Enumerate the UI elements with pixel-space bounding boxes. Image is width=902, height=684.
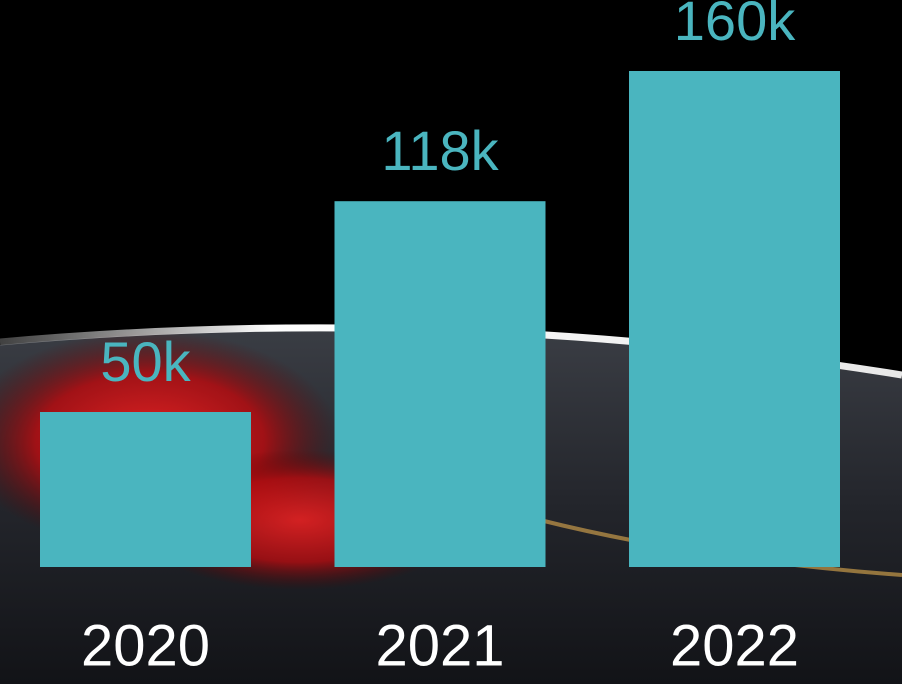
value-label: 118k	[381, 119, 499, 182]
x-tick-label: 2022	[670, 613, 799, 678]
bar	[629, 71, 840, 567]
value-label: 50k	[100, 330, 191, 393]
bar	[40, 412, 251, 567]
x-tick-label: 2021	[375, 613, 504, 678]
value-label: 160k	[674, 0, 796, 52]
x-tick-label: 2020	[81, 613, 210, 678]
bar	[334, 201, 546, 567]
